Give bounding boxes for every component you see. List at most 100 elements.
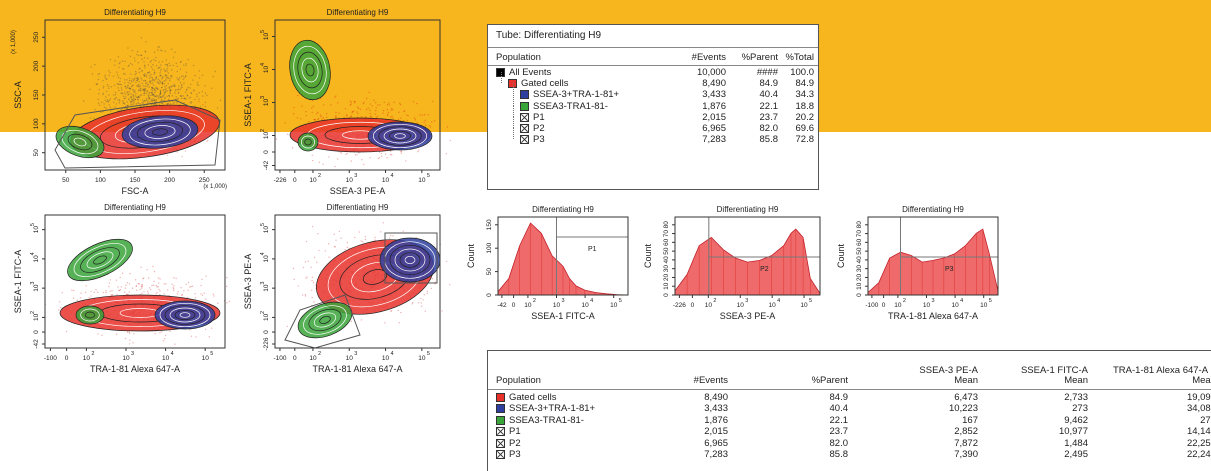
y-tick-label: 10 [263, 313, 270, 321]
event-point [180, 94, 182, 97]
event-point [167, 82, 169, 85]
event-point [112, 94, 115, 96]
event-point [146, 85, 148, 88]
event-point [196, 81, 199, 84]
event-point [153, 51, 156, 54]
ssea3-mean-value: 2,852 [954, 426, 978, 438]
event-point [97, 102, 100, 104]
event-point [135, 285, 138, 287]
events-value: 2,015 [702, 111, 726, 123]
event-point [162, 81, 164, 83]
event-point [170, 85, 173, 87]
tube-title: Tube: Differentiating H9 [496, 30, 602, 41]
event-point [134, 77, 136, 79]
ssea3-tra181-population [383, 128, 417, 144]
event-point [194, 297, 197, 299]
event-point [157, 78, 160, 81]
event-point [386, 104, 389, 106]
x-tick-exponent: 5 [427, 173, 430, 179]
event-point [185, 283, 188, 286]
event-point [149, 80, 151, 82]
event-point [166, 103, 168, 105]
x-tick-label: 100 [95, 177, 106, 184]
x-unit-label: (x 1,000) [203, 184, 227, 190]
event-point [156, 81, 158, 83]
y-tick-label: 50 [486, 268, 493, 276]
event-point [305, 277, 307, 280]
event-point [127, 81, 129, 84]
event-point [354, 236, 356, 239]
event-point [160, 64, 162, 66]
tube-row: P1 2,015 23.7 20.2 [488, 105, 818, 123]
event-point [117, 99, 119, 101]
event-point [101, 101, 103, 103]
event-point [434, 283, 436, 285]
event-point [318, 161, 321, 164]
event-point [134, 91, 136, 93]
event-point [191, 285, 194, 288]
event-point [120, 87, 123, 89]
event-point [145, 76, 148, 78]
event-point [364, 238, 367, 241]
col-ssea3-name: SSEA-3 PE-A [919, 365, 978, 376]
event-point [155, 99, 157, 101]
event-point [132, 78, 134, 80]
population-swatch [520, 112, 529, 122]
event-point [143, 99, 146, 102]
event-point [187, 289, 189, 291]
event-point [161, 82, 164, 84]
event-point [318, 249, 320, 252]
event-point [130, 93, 132, 95]
x-tick-label: 10 [894, 302, 902, 309]
event-point [165, 89, 167, 91]
event-point [226, 276, 228, 279]
event-point [321, 118, 323, 120]
event-point [126, 107, 128, 110]
x-tick-exponent: 3 [354, 351, 357, 357]
y-axis-label: SSEA-3 PE-A [243, 254, 253, 310]
y-tick-label: 0 [33, 330, 40, 334]
events-value: 10,000 [696, 67, 726, 78]
ssea3-mean-value: 6,473 [954, 392, 978, 403]
x-tick-exponent: 2 [903, 298, 906, 304]
event-point [146, 90, 149, 93]
event-point [157, 82, 160, 85]
event-point [163, 91, 165, 94]
event-point [212, 293, 215, 295]
event-point [134, 279, 137, 281]
event-point [141, 102, 143, 104]
event-point [195, 336, 197, 338]
event-point [109, 58, 112, 61]
event-point [150, 99, 153, 101]
event-point [131, 85, 134, 87]
event-point [139, 103, 141, 105]
event-point [149, 80, 152, 83]
event-point [79, 297, 82, 299]
event-point [131, 64, 134, 66]
event-point [160, 74, 162, 77]
y-tick-label: 10 [663, 282, 670, 290]
tra181-mean-value: 22,242 [1186, 449, 1211, 460]
event-point [336, 158, 339, 160]
event-point [415, 236, 417, 239]
ssea3-tra181-population [367, 121, 433, 151]
population-name: SSEA-3+TRA-1-81+ [533, 89, 620, 101]
event-point [80, 292, 82, 294]
event-point [151, 91, 153, 94]
event-point [130, 104, 132, 106]
event-point [284, 122, 286, 124]
event-point [163, 68, 165, 70]
x-tick-label: 10 [769, 302, 777, 309]
event-point [317, 111, 319, 114]
event-point [174, 343, 176, 345]
event-point [129, 55, 132, 58]
event-point [113, 98, 116, 100]
y-tick-label: 100 [33, 118, 40, 129]
event-point [107, 85, 110, 88]
event-point [180, 60, 182, 63]
event-point [151, 87, 154, 89]
y-tick-label: -42 [263, 160, 270, 170]
col-parent: %Parent [741, 52, 778, 63]
parent-value: 22.1 [829, 414, 849, 426]
y-axis-label: SSEA-1 FITC-A [13, 250, 23, 314]
